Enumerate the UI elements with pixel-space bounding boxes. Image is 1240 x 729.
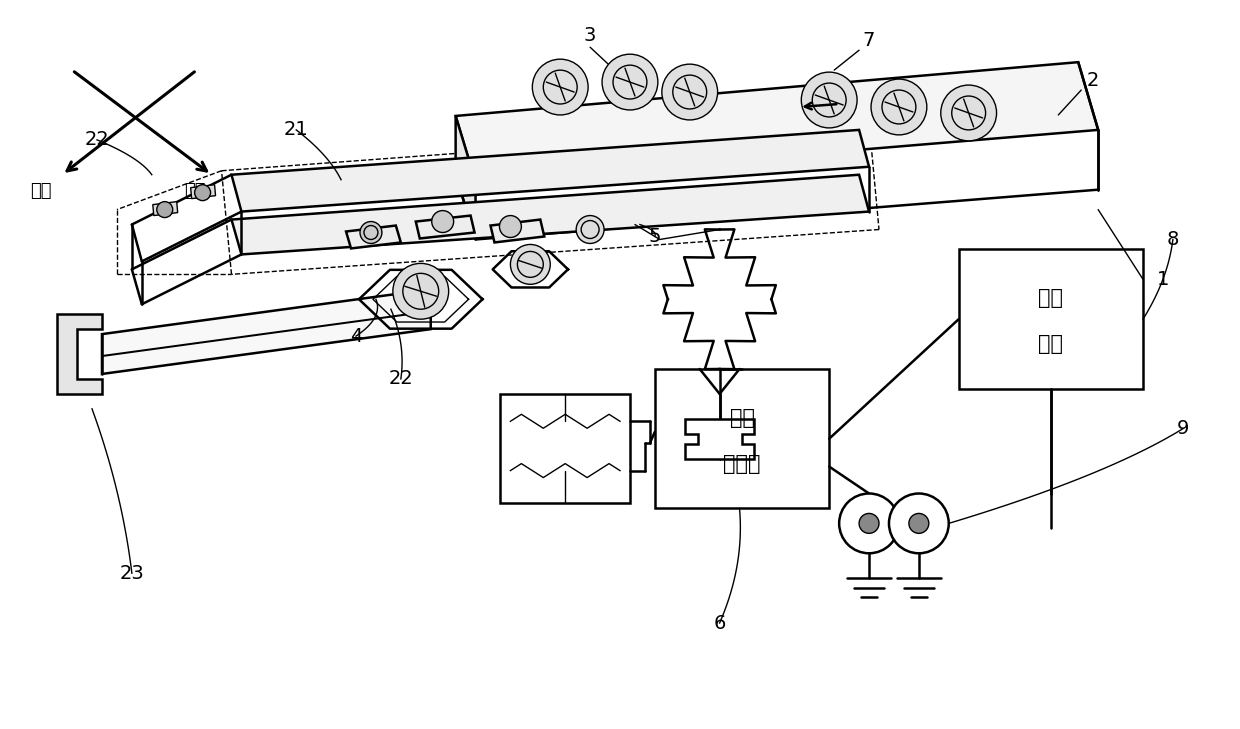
Circle shape — [801, 72, 857, 128]
Circle shape — [662, 64, 718, 120]
Polygon shape — [455, 116, 476, 240]
Polygon shape — [153, 202, 177, 216]
Circle shape — [577, 216, 604, 243]
Text: 21: 21 — [284, 120, 309, 139]
Circle shape — [432, 211, 454, 233]
Polygon shape — [346, 225, 401, 249]
Circle shape — [500, 216, 521, 238]
Polygon shape — [191, 184, 216, 198]
Polygon shape — [57, 314, 102, 394]
Text: 2: 2 — [1087, 71, 1100, 90]
Circle shape — [532, 59, 588, 115]
Text: 7: 7 — [863, 31, 875, 50]
Text: 横向: 横向 — [184, 182, 205, 200]
Circle shape — [360, 222, 382, 243]
Circle shape — [393, 263, 449, 319]
Text: 6: 6 — [713, 614, 725, 633]
Circle shape — [511, 244, 551, 284]
Polygon shape — [232, 175, 869, 254]
Polygon shape — [415, 216, 475, 238]
Text: 驱动: 驱动 — [1038, 288, 1064, 308]
Text: 5: 5 — [649, 227, 661, 246]
Polygon shape — [232, 130, 869, 211]
Circle shape — [859, 513, 879, 534]
Circle shape — [941, 85, 997, 141]
Text: 22: 22 — [84, 130, 109, 149]
Circle shape — [195, 184, 211, 200]
Text: 纵向: 纵向 — [30, 182, 52, 200]
Text: 应变: 应变 — [729, 408, 754, 428]
Polygon shape — [455, 62, 1099, 182]
Circle shape — [156, 202, 172, 217]
Polygon shape — [491, 219, 544, 243]
Text: 9: 9 — [1177, 419, 1189, 438]
Circle shape — [870, 79, 926, 135]
Circle shape — [889, 494, 949, 553]
Text: 解调仪: 解调仪 — [723, 454, 761, 474]
Polygon shape — [102, 289, 430, 374]
Circle shape — [909, 513, 929, 534]
Bar — [501, 394, 630, 504]
Text: 1: 1 — [1157, 270, 1169, 289]
Text: 8: 8 — [1167, 230, 1179, 249]
Polygon shape — [684, 418, 754, 459]
Circle shape — [839, 494, 899, 553]
Text: 电源: 电源 — [1038, 335, 1064, 354]
Bar — [655, 369, 830, 508]
Text: 3: 3 — [584, 26, 596, 44]
Bar — [959, 249, 1143, 389]
Circle shape — [603, 54, 658, 110]
Text: 23: 23 — [119, 564, 144, 582]
Text: 4: 4 — [350, 327, 362, 346]
Text: 22: 22 — [388, 370, 413, 389]
